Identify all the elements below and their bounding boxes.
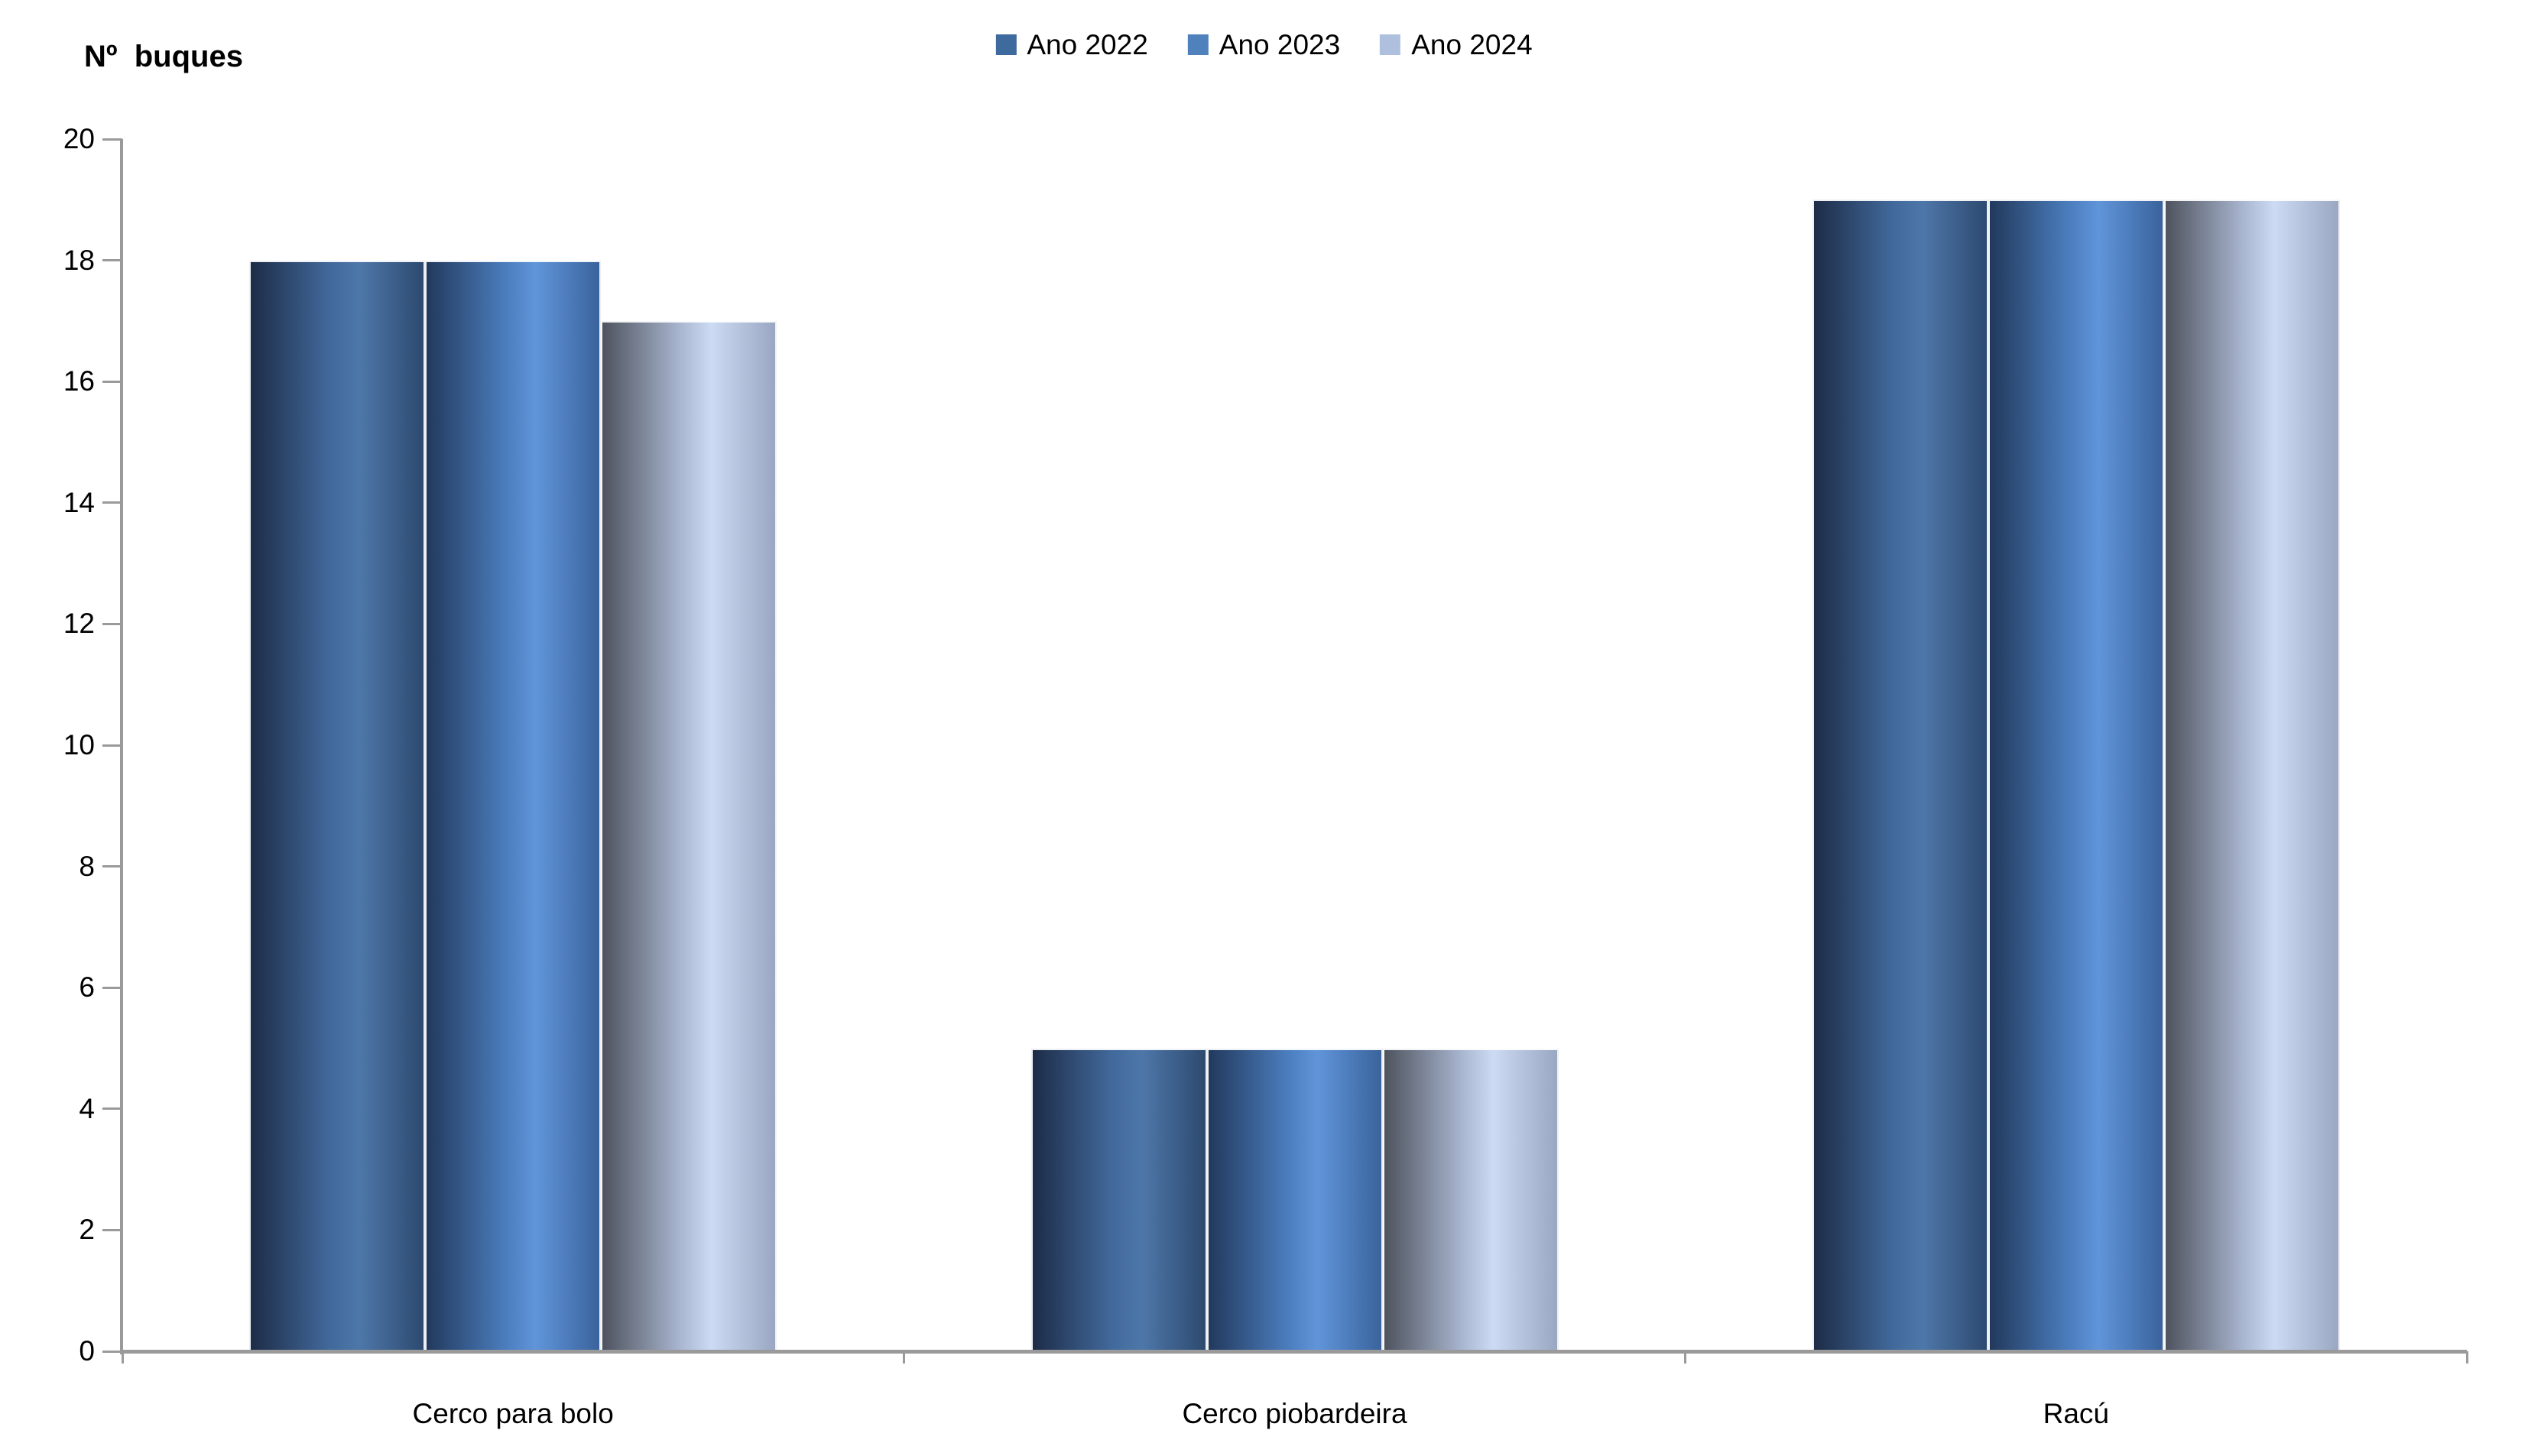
- x-axis-category-label: Racú: [2043, 1398, 2110, 1429]
- y-axis-tick-label: 14: [63, 486, 95, 518]
- y-axis-tick: [102, 501, 122, 504]
- y-axis-tick-label: 18: [63, 244, 95, 276]
- legend-label: Ano 2024: [1411, 29, 1533, 60]
- bar-ano-2024-cat2: [1382, 1048, 1559, 1351]
- bar-ano-2022-cat1: [249, 260, 426, 1351]
- y-axis-tick-label: 12: [63, 608, 95, 640]
- legend-item-ano-2024: Ano 2024: [1380, 29, 1533, 60]
- legend-swatch-icon: [995, 34, 1017, 55]
- y-axis-tick-label: 2: [79, 1214, 95, 1246]
- bar-ano-2023-cat2: [1206, 1048, 1383, 1351]
- x-axis-category-label: Cerco para bolo: [412, 1398, 614, 1429]
- bar-ano-2024-cat3: [2163, 199, 2340, 1351]
- y-axis-tick: [102, 138, 122, 141]
- x-axis-tick: [121, 1351, 124, 1364]
- y-axis-tick: [102, 865, 122, 868]
- bar-ano-2024-cat1: [601, 320, 777, 1351]
- y-axis-tick-label: 4: [79, 1092, 95, 1124]
- legend: Ano 2022 Ano 2023 Ano 2024: [995, 29, 1533, 60]
- y-axis-tick-label: 10: [63, 729, 95, 760]
- y-axis-tick-label: 16: [63, 365, 95, 397]
- legend-label: Ano 2022: [1027, 29, 1148, 60]
- bar-ano-2022-cat2: [1030, 1048, 1207, 1351]
- legend-swatch-icon: [1380, 34, 1401, 55]
- y-axis-tick-label: 6: [79, 971, 95, 1004]
- y-axis-tick-label: 0: [79, 1335, 95, 1367]
- legend-label: Ano 2023: [1219, 29, 1341, 60]
- y-axis-tick: [102, 380, 122, 383]
- legend-item-ano-2022: Ano 2022: [995, 29, 1148, 60]
- y-axis-tick: [102, 1228, 122, 1231]
- bar-ano-2023-cat1: [425, 260, 602, 1351]
- y-axis-tick: [102, 259, 122, 262]
- y-axis-tick: [102, 986, 122, 989]
- x-axis-category-label: Cerco piobardeira: [1182, 1398, 1407, 1429]
- y-axis-line: [120, 139, 123, 1354]
- bar-ano-2023-cat3: [1988, 199, 2164, 1351]
- legend-item-ano-2023: Ano 2023: [1187, 29, 1341, 60]
- y-axis-title: Nº buques: [84, 40, 243, 73]
- y-axis-tick: [102, 622, 122, 625]
- x-axis-line: [120, 1350, 2467, 1354]
- y-axis-tick-label: 8: [79, 850, 95, 882]
- bar-ano-2022-cat3: [1812, 199, 1988, 1351]
- legend-swatch-icon: [1187, 34, 1209, 55]
- x-axis-tick: [902, 1351, 905, 1364]
- x-axis-tick: [2465, 1351, 2468, 1364]
- y-axis-tick: [102, 1107, 122, 1111]
- x-axis-tick: [1684, 1351, 1687, 1364]
- y-axis-tick-label: 20: [63, 123, 95, 154]
- y-axis-tick: [102, 744, 122, 747]
- y-axis-tick: [102, 1350, 122, 1353]
